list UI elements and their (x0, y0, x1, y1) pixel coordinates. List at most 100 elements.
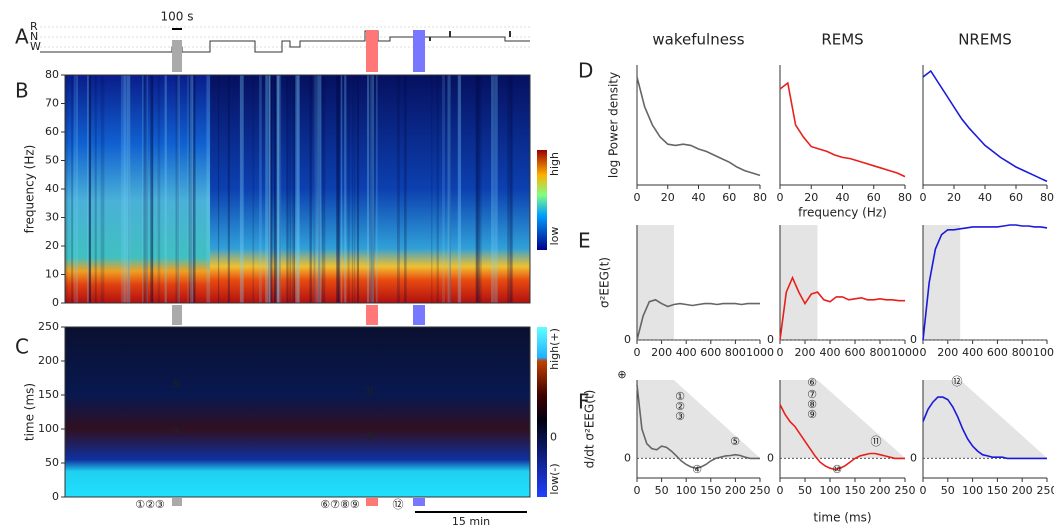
y-tick-label: 30 (45, 211, 59, 224)
colorbar-label: high (548, 152, 561, 176)
event-marker: ①②③ (135, 498, 165, 511)
y-axis-label: frequency (Hz) (23, 145, 37, 234)
colorbar-label: high(+) (548, 328, 561, 370)
event-marker: ⑤ (171, 378, 181, 391)
y-axis-label: time (ms) (23, 383, 37, 441)
texture-stripe (190, 75, 194, 303)
x-tick-label: 400 (820, 346, 841, 359)
event-marker: ⑩ (365, 430, 375, 443)
texture-stripe (475, 75, 480, 303)
x-tick-label: 0 (634, 191, 641, 204)
texture-stripe (259, 75, 262, 303)
x-tick-label: 80 (1040, 191, 1054, 204)
texture-stripe (367, 75, 370, 303)
event-marker: ⑫ (393, 498, 404, 511)
curve (779, 81, 906, 178)
y-tick-label: 10 (45, 268, 59, 281)
event-marker: ⑩ (832, 463, 842, 476)
y-tick-label: 50 (45, 154, 59, 167)
texture-stripe (370, 75, 372, 303)
x-tick-label: 40 (978, 191, 992, 204)
texture-stripe (100, 75, 105, 303)
texture-stripe (76, 75, 78, 303)
texture-stripe (318, 75, 321, 303)
window-marker (366, 498, 378, 506)
curve (779, 275, 905, 341)
panel-letter: C (15, 335, 29, 359)
texture-stripe (276, 75, 280, 303)
texture-stripe (478, 75, 482, 303)
x-tick-label: 250 (750, 484, 771, 497)
shaded-window (637, 225, 674, 340)
texture-stripe (123, 75, 128, 303)
texture-stripe (268, 75, 272, 303)
texture-stripe (206, 75, 211, 303)
hypnogram (40, 26, 530, 53)
texture-stripe (510, 75, 514, 303)
texture-stripe (376, 75, 378, 303)
window-marker (172, 305, 182, 325)
x-tick-label: 200 (870, 484, 891, 497)
x-tick-label: 150 (845, 484, 866, 497)
texture-stripe (457, 75, 462, 303)
x-tick-label: 600 (700, 346, 721, 359)
texture-stripe (150, 75, 154, 303)
x-tick-label: 40 (836, 191, 850, 204)
shaded-window (637, 380, 760, 458)
texture-stripe (268, 75, 271, 303)
scale-label: 15 min (452, 515, 490, 528)
state-label: W (30, 40, 41, 53)
x-tick-label: 250 (895, 484, 916, 497)
colorbar-label: 0 (550, 431, 557, 444)
event-marker: ① (675, 390, 685, 403)
x-tick-label: 400 (962, 346, 983, 359)
y-tick-label: 60 (45, 125, 59, 138)
texture-stripe (336, 75, 339, 303)
x-tick-label: 60 (867, 191, 881, 204)
texture-stripe (317, 75, 322, 303)
event-marker: ⑦ (807, 388, 817, 401)
texture-stripe (313, 75, 318, 303)
texture-stripe (351, 75, 354, 303)
y-tick-label: 200 (38, 354, 59, 367)
window-marker (172, 40, 182, 72)
texture-stripe (177, 75, 180, 303)
texture-stripe (344, 75, 347, 303)
panel-letter: F (578, 390, 590, 414)
x-tick-label: 80 (753, 191, 767, 204)
texture-stripe (239, 75, 244, 303)
x-tick-label: 0 (777, 191, 784, 204)
texture-stripe (188, 75, 193, 303)
curve (922, 396, 1047, 460)
texture-stripe (447, 75, 451, 303)
texture-stripe (295, 75, 299, 303)
event-marker: ⑫ (952, 375, 963, 388)
x-tick-label: 100 (676, 484, 697, 497)
texture-stripe (192, 75, 196, 303)
x-tick-label: 0 (920, 484, 927, 497)
texture-stripe (442, 75, 445, 303)
y-tick-label: 0 (767, 333, 774, 346)
texture-stripe (270, 75, 273, 303)
y-tick-label: 150 (38, 388, 59, 401)
shaded-window (780, 225, 818, 340)
y-axis-label: log Power density (607, 72, 621, 178)
y-tick-label: 0 (52, 296, 59, 309)
texture-stripe (370, 75, 375, 303)
texture-stripe (88, 75, 92, 303)
panel-letter: E (578, 229, 591, 253)
texture-stripe (88, 75, 91, 303)
x-tick-label: 0 (777, 484, 784, 497)
texture-stripe (507, 75, 510, 303)
colorbar-label: low(-) (548, 463, 561, 494)
curve (779, 404, 905, 471)
x-axis-label: time (ms) (813, 511, 871, 525)
panel-letter: B (15, 79, 29, 103)
x-axis-label: frequency (Hz) (798, 206, 887, 220)
x-tick-label: 800 (870, 346, 891, 359)
y-tick-label: 20 (45, 239, 59, 252)
x-tick-label: 800 (1012, 346, 1033, 359)
texture-stripe (356, 75, 360, 303)
curve (636, 298, 760, 341)
texture-stripe (65, 75, 68, 303)
